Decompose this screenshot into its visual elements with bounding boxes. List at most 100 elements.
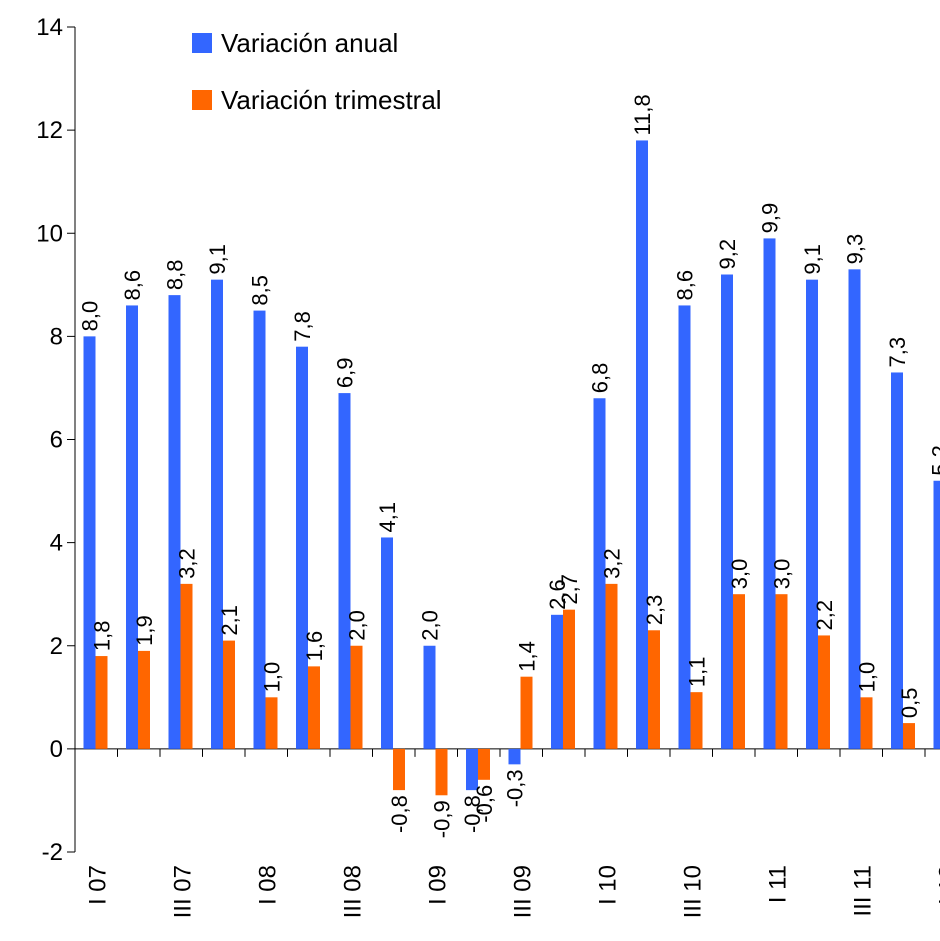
x-tick-label: I 07 (84, 865, 111, 905)
x-tick-label: III 10 (679, 865, 706, 918)
y-tick-label: 12 (36, 117, 63, 144)
bar-variacion-anual (679, 305, 691, 748)
y-tick-label: 0 (50, 736, 63, 763)
data-label: 7,8 (290, 311, 315, 342)
data-label: 8,0 (78, 301, 103, 332)
data-label: 3,0 (770, 559, 795, 590)
bar-variacion-trimestral (563, 610, 575, 749)
data-label: 0,5 (897, 688, 922, 719)
x-tick-label: I 09 (424, 865, 451, 905)
data-label: -0,8 (460, 795, 485, 833)
bar-variacion-trimestral (861, 697, 873, 749)
data-label: -0,6 (472, 785, 497, 823)
data-label: 2,0 (418, 610, 443, 641)
bar-variacion-trimestral (818, 635, 830, 748)
bar-variacion-anual (849, 269, 861, 749)
y-tick-label: 6 (50, 427, 63, 454)
data-label: 6,8 (588, 363, 613, 394)
data-label: 8,6 (120, 270, 145, 301)
data-label: 1,0 (260, 662, 285, 693)
bar-variacion-anual (211, 280, 223, 749)
data-label: 1,4 (515, 641, 540, 672)
data-label: 2,7 (557, 574, 582, 605)
bar-variacion-anual (551, 615, 563, 749)
bar-variacion-trimestral (351, 646, 363, 749)
bar-variacion-anual (764, 238, 776, 748)
bar-variacion-anual (84, 336, 96, 749)
bar-variacion-trimestral (266, 697, 278, 749)
x-tick-label: I 08 (254, 865, 281, 905)
data-label: 9,1 (205, 244, 230, 275)
bar-variacion-trimestral (733, 594, 745, 749)
data-label: 8,5 (248, 275, 273, 306)
x-tick-label: III 09 (509, 865, 536, 918)
data-label: 9,2 (715, 239, 740, 270)
data-label: 9,9 (758, 203, 783, 234)
bar-variacion-trimestral (96, 656, 108, 749)
bar-variacion-trimestral (648, 630, 660, 749)
y-tick-label: -2 (42, 839, 63, 866)
data-label: 5,2 (928, 445, 940, 476)
bar-variacion-anual (806, 280, 818, 749)
data-label: 7,3 (885, 337, 910, 368)
data-label: 2,3 (642, 595, 667, 626)
data-label: 9,1 (800, 244, 825, 275)
bar-variacion-anual (126, 305, 138, 748)
y-tick-label: 2 (50, 633, 63, 660)
chart-bars (84, 140, 940, 795)
x-tick-label: I 11 (764, 865, 791, 903)
bar-variacion-trimestral (436, 749, 448, 795)
data-label: 8,8 (163, 260, 188, 291)
data-label: 1,9 (132, 615, 157, 646)
data-label: 2,2 (812, 600, 837, 631)
x-tick-label: III 08 (339, 865, 366, 918)
bar-variacion-anual (339, 393, 351, 749)
x-tick-label: I 12 (934, 865, 940, 905)
bar-variacion-trimestral (521, 677, 533, 749)
data-label: 3,2 (600, 548, 625, 579)
bar-variacion-trimestral (223, 641, 235, 749)
data-label: 9,3 (843, 234, 868, 265)
y-tick-label: 8 (50, 323, 63, 350)
legend-swatch (192, 90, 212, 110)
data-label: 1,6 (302, 631, 327, 662)
data-label: 1,0 (855, 662, 880, 693)
bar-variacion-trimestral (393, 749, 405, 790)
data-label: 4,1 (375, 502, 400, 533)
data-label: -0,8 (387, 795, 412, 833)
data-label: 1,1 (685, 657, 710, 688)
data-label: 6,9 (333, 358, 358, 389)
data-label: 2,1 (217, 605, 242, 636)
y-tick-label: 10 (36, 220, 63, 247)
bar-variacion-anual (296, 347, 308, 749)
x-tick-label: III 07 (169, 865, 196, 918)
y-tick-label: 4 (50, 530, 63, 557)
bar-variacion-anual (424, 646, 436, 749)
bar-variacion-anual (169, 295, 181, 749)
bar-variacion-trimestral (903, 723, 915, 749)
data-label: 8,6 (673, 270, 698, 301)
data-label: -0,9 (430, 800, 455, 838)
bar-variacion-anual (721, 275, 733, 749)
x-tick-label: I 10 (594, 865, 621, 905)
legend-swatch (192, 33, 212, 53)
data-label: 11,8 (630, 94, 655, 135)
bar-variacion-trimestral (776, 594, 788, 749)
bar-variacion-anual (636, 140, 648, 748)
bar-variacion-trimestral (138, 651, 150, 749)
bar-variacion-anual (934, 481, 940, 749)
bar-variacion-trimestral (606, 584, 618, 749)
bar-variacion-anual (594, 398, 606, 749)
data-label: 1,8 (90, 620, 115, 651)
bar-variacion-trimestral (478, 749, 490, 780)
chart-axes: -2 0 2 4 6 8 10 12 14 I 07 III 07 I 08 III 08 I 09 III… (36, 14, 940, 918)
data-label: 3,2 (175, 548, 200, 579)
data-label: -0,3 (503, 769, 528, 807)
bar-variacion-trimestral (691, 692, 703, 749)
bar-variacion-trimestral (308, 666, 320, 749)
data-label: 3,0 (727, 559, 752, 590)
chart-data-labels: 8,0 8,6 8,8 9,1 8,5 7,8 6,9 4,1 2,0 -0,8 -0,3 2,6 6,… (78, 94, 940, 838)
legend-label: Variación anual (221, 28, 398, 58)
y-tick-label: 14 (36, 14, 63, 41)
